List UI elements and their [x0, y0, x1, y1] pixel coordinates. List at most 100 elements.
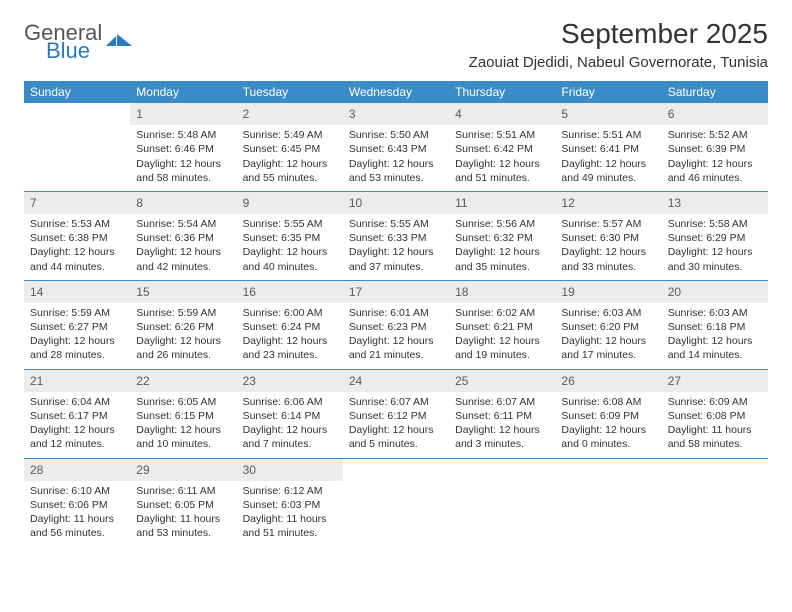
daylight-text: Daylight: 12 hours and 58 minutes. [136, 157, 230, 185]
sunrise-text: Sunrise: 6:04 AM [30, 395, 124, 409]
day-cell [24, 103, 130, 191]
sunset-text: Sunset: 6:45 PM [243, 142, 337, 156]
day-cell: 17 Sunrise: 6:01 AMSunset: 6:23 PMDayligh… [343, 281, 449, 369]
sunset-text: Sunset: 6:24 PM [243, 320, 337, 334]
day-body: Sunrise: 6:03 AMSunset: 6:18 PMDaylight:… [662, 306, 768, 363]
sunset-text: Sunset: 6:46 PM [136, 142, 230, 156]
sunrise-text: Sunrise: 5:51 AM [455, 128, 549, 142]
day-number: 24 [343, 370, 449, 392]
sunset-text: Sunset: 6:05 PM [136, 498, 230, 512]
day-cell: 4Sunrise: 5:51 AMSunset: 6:42 PMDaylight… [449, 103, 555, 191]
calendar-grid: SundayMondayTuesdayWednesdayThursdayFrid… [24, 81, 768, 546]
day-body: Sunrise: 5:56 AMSunset: 6:32 PMDaylight:… [449, 217, 555, 274]
sunset-text: Sunset: 6:23 PM [349, 320, 443, 334]
daylight-text: Daylight: 11 hours and 58 minutes. [668, 423, 762, 451]
day-cell: 20Sunrise: 6:03 AMSunset: 6:18 PMDayligh… [662, 281, 768, 369]
week-row: 14Sunrise: 5:59 AMSunset: 6:27 PMDayligh… [24, 280, 768, 369]
day-cell [343, 459, 449, 547]
day-cell: 29Sunrise: 6:11 AMSunset: 6:05 PMDayligh… [130, 459, 236, 547]
day-cell [449, 459, 555, 547]
day-cell [555, 459, 661, 547]
day-cell: 18 Sunrise: 6:02 AMSunset: 6:21 PMDayligh… [449, 281, 555, 369]
day-body: Sunrise: 5:59 AMSunset: 6:26 PMDaylight:… [130, 306, 236, 363]
day-cell: 23Sunrise: 6:06 AMSunset: 6:14 PMDayligh… [237, 370, 343, 458]
day-body: Sunrise: 6:07 AMSunset: 6:12 PMDaylight:… [343, 395, 449, 452]
day-cell: 1Sunrise: 5:48 AMSunset: 6:46 PMDaylight… [130, 103, 236, 191]
weekday-header-row: SundayMondayTuesdayWednesdayThursdayFrid… [24, 81, 768, 103]
sunrise-text: Sunrise: 5:58 AM [668, 217, 762, 231]
daylight-text: Daylight: 12 hours and 51 minutes. [455, 157, 549, 185]
daylight-text: Daylight: 12 hours and 21 minutes. [349, 334, 443, 362]
day-cell: 6Sunrise: 5:52 AMSunset: 6:39 PMDaylight… [662, 103, 768, 191]
day-number: 28 [24, 459, 130, 481]
weekday-saturday: Saturday [662, 81, 768, 103]
sunset-text: Sunset: 6:03 PM [243, 498, 337, 512]
weekday-thursday: Thursday [449, 81, 555, 103]
day-number [555, 459, 661, 465]
day-body: Sunrise: 6:08 AMSunset: 6:09 PMDaylight:… [555, 395, 661, 452]
day-cell: 3Sunrise: 5:50 AMSunset: 6:43 PMDaylight… [343, 103, 449, 191]
weekday-tuesday: Tuesday [237, 81, 343, 103]
sunset-text: Sunset: 6:32 PM [455, 231, 549, 245]
daylight-text: Daylight: 12 hours and 55 minutes. [243, 157, 337, 185]
sunrise-text: Sunrise: 6:08 AM [561, 395, 655, 409]
daylight-text: Daylight: 12 hours and 35 minutes. [455, 245, 549, 273]
day-cell: 27 Sunrise: 6:09 AMSunset: 6:08 PMDayligh… [662, 370, 768, 458]
day-body: Sunrise: 6:02 AMSunset: 6:21 PMDaylight:… [449, 306, 555, 363]
sunrise-text: Sunrise: 6:12 AM [243, 484, 337, 498]
day-number: 27 [662, 370, 768, 392]
day-cell: 13Sunrise: 5:58 AMSunset: 6:29 PMDayligh… [662, 192, 768, 280]
day-number: 11 [449, 192, 555, 214]
week-row: 28Sunrise: 6:10 AMSunset: 6:06 PMDayligh… [24, 458, 768, 547]
daylight-text: Daylight: 12 hours and 3 minutes. [455, 423, 549, 451]
daylight-text: Daylight: 11 hours and 53 minutes. [136, 512, 230, 540]
header-row: General Blue September 2025 Zaouiat Djed… [24, 18, 768, 71]
day-body: Sunrise: 5:50 AMSunset: 6:43 PMDaylight:… [343, 128, 449, 185]
sunrise-text: Sunrise: 5:49 AM [243, 128, 337, 142]
day-body: Sunrise: 6:09 AMSunset: 6:08 PMDaylight:… [662, 395, 768, 452]
daylight-text: Daylight: 12 hours and 5 minutes. [349, 423, 443, 451]
day-cell [662, 459, 768, 547]
day-cell: 12Sunrise: 5:57 AMSunset: 6:30 PMDayligh… [555, 192, 661, 280]
day-cell: 5Sunrise: 5:51 AMSunset: 6:41 PMDaylight… [555, 103, 661, 191]
brand-text: General Blue [24, 22, 102, 62]
sunset-text: Sunset: 6:43 PM [349, 142, 443, 156]
day-body: Sunrise: 6:04 AMSunset: 6:17 PMDaylight:… [24, 395, 130, 452]
daylight-text: Daylight: 12 hours and 17 minutes. [561, 334, 655, 362]
daylight-text: Daylight: 11 hours and 51 minutes. [243, 512, 337, 540]
day-number: 16 [237, 281, 343, 303]
sunset-text: Sunset: 6:39 PM [668, 142, 762, 156]
day-body: Sunrise: 6:00 AMSunset: 6:24 PMDaylight:… [237, 306, 343, 363]
day-body: Sunrise: 6:03 AMSunset: 6:20 PMDaylight:… [555, 306, 661, 363]
daylight-text: Daylight: 12 hours and 28 minutes. [30, 334, 124, 362]
day-number [449, 459, 555, 465]
day-body: Sunrise: 5:53 AMSunset: 6:38 PMDaylight:… [24, 217, 130, 274]
sunset-text: Sunset: 6:36 PM [136, 231, 230, 245]
day-number: 18 [449, 281, 555, 303]
weekday-monday: Monday [130, 81, 236, 103]
day-number: 17 [343, 281, 449, 303]
weekday-friday: Friday [555, 81, 661, 103]
sunset-text: Sunset: 6:14 PM [243, 409, 337, 423]
day-number [662, 459, 768, 465]
day-body: Sunrise: 5:55 AMSunset: 6:33 PMDaylight:… [343, 217, 449, 274]
sunrise-text: Sunrise: 5:59 AM [136, 306, 230, 320]
sunset-text: Sunset: 6:27 PM [30, 320, 124, 334]
sunrise-text: Sunrise: 5:59 AM [30, 306, 124, 320]
weekday-sunday: Sunday [24, 81, 130, 103]
day-body: Sunrise: 5:48 AMSunset: 6:46 PMDaylight:… [130, 128, 236, 185]
sunrise-text: Sunrise: 5:51 AM [561, 128, 655, 142]
day-body: Sunrise: 6:01 AMSunset: 6:23 PMDaylight:… [343, 306, 449, 363]
day-body: Sunrise: 6:05 AMSunset: 6:15 PMDaylight:… [130, 395, 236, 452]
sunrise-text: Sunrise: 5:50 AM [349, 128, 443, 142]
sunrise-text: Sunrise: 6:05 AM [136, 395, 230, 409]
week-row: 7Sunrise: 5:53 AMSunset: 6:38 PMDaylight… [24, 191, 768, 280]
daylight-text: Daylight: 12 hours and 42 minutes. [136, 245, 230, 273]
day-number: 15 [130, 281, 236, 303]
day-cell: 25Sunrise: 6:07 AMSunset: 6:11 PMDayligh… [449, 370, 555, 458]
sunset-text: Sunset: 6:20 PM [561, 320, 655, 334]
sunset-text: Sunset: 6:09 PM [561, 409, 655, 423]
day-body: Sunrise: 6:12 AMSunset: 6:03 PMDaylight:… [237, 484, 343, 541]
day-number: 12 [555, 192, 661, 214]
daylight-text: Daylight: 12 hours and 7 minutes. [243, 423, 337, 451]
